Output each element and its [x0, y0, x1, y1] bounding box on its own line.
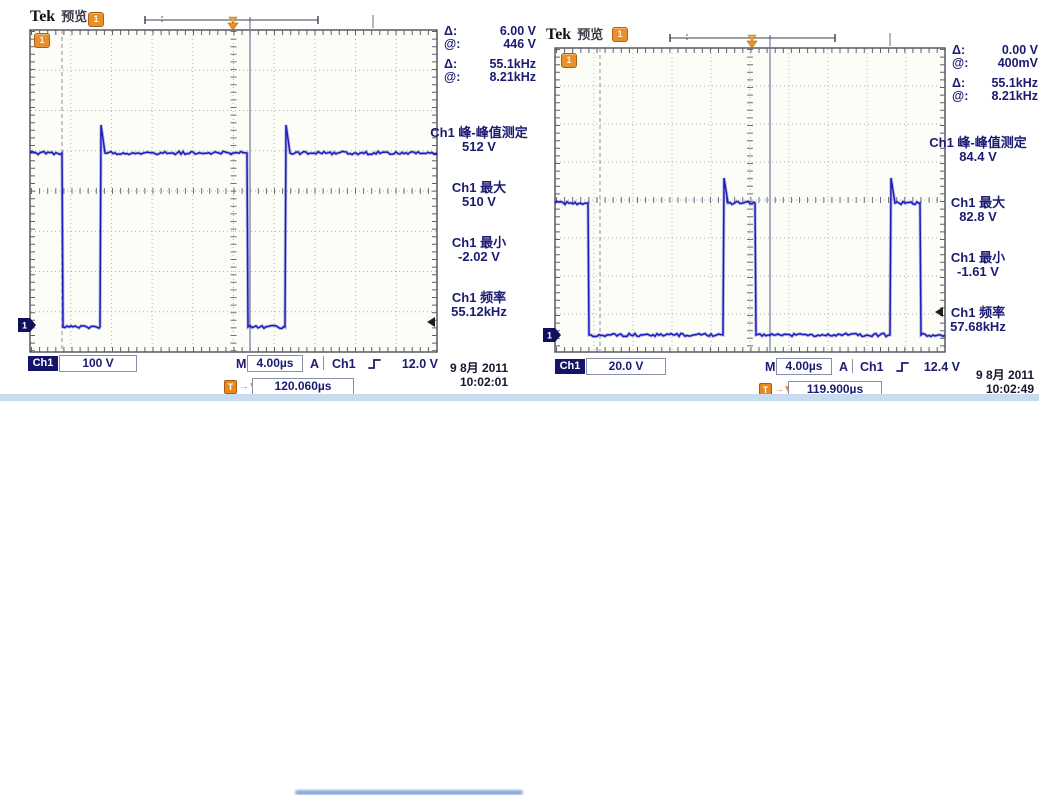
delay-time-value: 120.060µs: [252, 378, 354, 395]
timebase-value: 4.00µs: [247, 355, 303, 372]
delay-arrow-icon: →▼: [774, 384, 793, 395]
at-symbol: @:: [444, 70, 461, 84]
measurement-label: Ch1 最小: [950, 250, 1006, 265]
date-time: 9 8月 2011 10:02:01: [410, 361, 508, 389]
measurement-label: Ch1 频率: [950, 305, 1006, 320]
measurement-value: -2.02 V: [458, 249, 500, 264]
rising-slope-icon: [896, 362, 909, 372]
delta-symbol: Δ:: [444, 57, 458, 71]
measurement-value: 512 V: [462, 139, 496, 154]
channel-badge: Ch1: [555, 359, 585, 374]
timebase-value: 4.00µs: [776, 358, 832, 375]
measurement-max: Ch1 最大 510 V: [418, 181, 540, 209]
delta-symbol: Δ:: [952, 43, 966, 57]
trigger-mode-label: A: [839, 360, 849, 374]
delta-frequency-value: 55.1kHz: [991, 76, 1038, 90]
measurement-peak-to-peak: Ch1 峰-峰值测定 512 V: [418, 126, 540, 154]
bottom-strip-segment: [295, 790, 523, 795]
separator: [323, 356, 324, 370]
at-voltage-value: 446 V: [503, 37, 536, 51]
trigger-level-value: 12.4 V: [923, 360, 960, 374]
channel1-position-tag-icon: 1: [612, 27, 628, 42]
bottom-strip: [0, 394, 1039, 795]
delta-voltage-value: 6.00 V: [499, 24, 536, 38]
preview-mode-label: 预览: [577, 27, 604, 42]
tek-logo-text: Tek: [546, 26, 572, 43]
measurement-label: Ch1 峰-峰值测定: [929, 135, 1027, 150]
svg-text:1: 1: [22, 321, 27, 331]
measurement-max: Ch1 最大 82.8 V: [918, 196, 1038, 224]
channel1-position-tag-icon: 1: [88, 12, 104, 27]
trigger-mode-label: A: [310, 357, 320, 371]
channel-badge: Ch1: [28, 356, 58, 371]
oscilloscope-screen-right: Tek 预览 1 1 1 Δ: 0.00 V @: 400mV Δ: 55.1kHz @…: [542, 0, 1039, 401]
main-timebase-label: M: [236, 357, 247, 371]
measurement-frequency: Ch1 频率 57.68kHz: [918, 306, 1038, 334]
measurement-label: Ch1 频率: [451, 290, 507, 305]
svg-text:1: 1: [547, 331, 552, 341]
measurement-value: 57.68kHz: [950, 319, 1006, 334]
at-symbol: @:: [952, 89, 969, 103]
at-symbol: @:: [952, 56, 969, 70]
vertical-scale-value: 100 V: [59, 355, 137, 372]
at-frequency-value: 8.21kHz: [489, 70, 536, 84]
delay-time-value: 119.900µs: [788, 381, 882, 398]
cursor-readout: Δ: 0.00 V @: 400mV Δ: 55.1kHz @: 8.21kHz: [952, 44, 1039, 103]
channel1-tag-icon: 1: [561, 53, 577, 68]
trigger-level-value: 12.0 V: [401, 357, 438, 371]
channel1-tag-icon: 1: [34, 33, 50, 48]
time-value: 10:02:49: [985, 381, 1034, 396]
delay-arrow-icon: →▼: [239, 381, 258, 392]
measurement-label: Ch1 峰-峰值测定: [430, 125, 528, 140]
delay-flag-icon: T: [224, 380, 237, 394]
delta-voltage-value: 0.00 V: [1001, 43, 1038, 57]
measurement-value: 510 V: [462, 194, 496, 209]
measurement-frequency: Ch1 频率 55.12kHz: [418, 291, 540, 319]
time-value: 10:02:01: [459, 374, 508, 389]
delta-symbol: Δ:: [444, 24, 458, 38]
separator: [852, 359, 853, 373]
vertical-scale-value: 20.0 V: [586, 358, 666, 375]
graticule-right: 1: [543, 26, 947, 361]
rising-slope-icon: [368, 359, 381, 369]
measurement-value: 55.12kHz: [451, 304, 507, 319]
tek-brand: Tek 预览: [546, 24, 603, 44]
measurement-value: 84.4 V: [959, 149, 997, 164]
measurement-label: Ch1 最大: [451, 180, 507, 195]
trigger-source-label: Ch1: [332, 357, 356, 371]
date-value: 9 8月 2011: [975, 368, 1034, 382]
at-frequency-value: 8.21kHz: [991, 89, 1038, 103]
date-time: 9 8月 2011 10:02:49: [942, 368, 1034, 396]
measurement-value: -1.61 V: [957, 264, 999, 279]
measurement-value: 82.8 V: [959, 209, 997, 224]
measurement-peak-to-peak: Ch1 峰-峰值测定 84.4 V: [918, 136, 1038, 164]
trigger-source-label: Ch1: [860, 360, 884, 374]
cursor-readout: Δ: 6.00 V @: 446 V Δ: 55.1kHz @: 8.21kHz: [444, 25, 538, 84]
measurement-min: Ch1 最小 -1.61 V: [918, 251, 1038, 279]
graticule-left: 1: [18, 8, 439, 361]
at-voltage-value: 400mV: [997, 56, 1038, 70]
at-symbol: @:: [444, 37, 461, 51]
date-value: 9 8月 2011: [449, 361, 508, 375]
measurement-label: Ch1 最小: [451, 235, 507, 250]
measurement-min: Ch1 最小 -2.02 V: [418, 236, 540, 264]
tek-brand: Tek 预览: [30, 6, 87, 26]
tek-logo-text: Tek: [30, 8, 56, 25]
oscilloscope-screen-left: Tek 预览 1 1 1 Δ: 6.00 V @: 446 V Δ: 55.1kHz @…: [18, 0, 542, 401]
main-timebase-label: M: [765, 360, 776, 374]
delta-symbol: Δ:: [952, 76, 966, 90]
preview-mode-label: 预览: [61, 9, 88, 24]
delta-frequency-value: 55.1kHz: [489, 57, 536, 71]
measurement-label: Ch1 最大: [950, 195, 1006, 210]
